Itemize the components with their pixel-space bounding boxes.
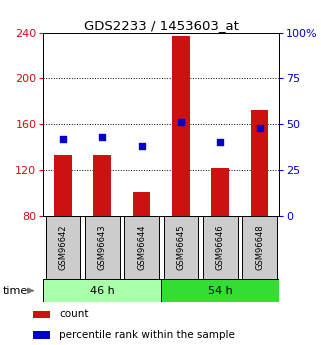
Point <box>218 140 223 145</box>
Text: 46 h: 46 h <box>90 286 115 296</box>
Bar <box>54 155 72 216</box>
Point <box>100 134 105 140</box>
Point <box>178 120 184 125</box>
Text: GSM96644: GSM96644 <box>137 225 146 270</box>
Bar <box>33 331 50 338</box>
Text: time: time <box>3 286 29 296</box>
Point <box>60 136 65 141</box>
Text: GSM96643: GSM96643 <box>98 225 107 270</box>
Bar <box>46 216 80 279</box>
Bar <box>164 216 198 279</box>
Point <box>139 144 144 149</box>
Title: GDS2233 / 1453603_at: GDS2233 / 1453603_at <box>84 19 239 32</box>
Text: GSM96646: GSM96646 <box>216 225 225 270</box>
Bar <box>212 168 229 216</box>
Bar <box>161 279 279 302</box>
Bar <box>203 216 238 279</box>
Bar <box>242 216 277 279</box>
Bar <box>251 110 268 216</box>
Bar <box>85 216 120 279</box>
Text: GSM96645: GSM96645 <box>177 225 186 270</box>
Text: count: count <box>59 309 89 319</box>
Bar <box>43 279 161 302</box>
Bar <box>133 191 151 216</box>
Bar <box>124 216 159 279</box>
Text: percentile rank within the sample: percentile rank within the sample <box>59 330 235 339</box>
Text: GSM96648: GSM96648 <box>255 225 264 270</box>
Text: GSM96642: GSM96642 <box>58 225 67 270</box>
Bar <box>172 36 190 216</box>
Bar <box>33 310 50 318</box>
Text: 54 h: 54 h <box>208 286 233 296</box>
Point <box>257 125 262 131</box>
Bar <box>93 155 111 216</box>
